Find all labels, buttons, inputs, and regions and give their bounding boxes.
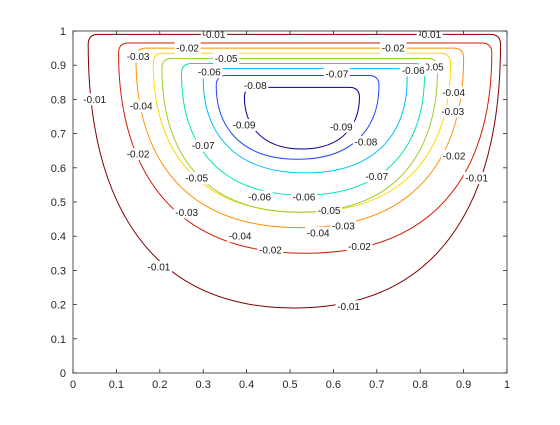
contour-label-bg <box>346 240 373 253</box>
axes-background <box>73 31 507 373</box>
x-tick-label: 0.7 <box>369 379 384 391</box>
contour-label: -0.01 <box>148 262 171 273</box>
contour-line-9 <box>243 86 360 150</box>
contour-label-bg <box>316 204 343 217</box>
contour-label: -0.02 <box>443 151 466 162</box>
contour-label-bg <box>230 119 257 132</box>
contour-label: -0.05 <box>421 62 444 73</box>
contour-label-bg <box>440 86 467 99</box>
contour-label: -0.07 <box>325 69 348 80</box>
contour-label: -0.04 <box>442 88 465 99</box>
y-tick-label: 0.7 <box>51 129 66 141</box>
contour-label: -0.08 <box>355 138 378 149</box>
contour-label-bg <box>145 260 172 273</box>
y-tick-label: 0.2 <box>51 300 66 312</box>
y-tick-label: 1 <box>60 26 66 38</box>
contour-label: -0.04 <box>229 232 252 243</box>
contour-label: -0.06 <box>402 66 425 77</box>
contour-label-bg <box>128 100 155 113</box>
y-tick-label: 0 <box>60 368 66 380</box>
contour-label: -0.01 <box>465 174 488 185</box>
contour-label-bg <box>190 139 217 152</box>
y-tick-label: 0.9 <box>51 60 66 72</box>
contour-label: -0.06 <box>292 192 315 203</box>
contour-label-bg <box>305 226 332 239</box>
x-tick-label: 0.8 <box>413 379 428 391</box>
x-tick-label: 0.4 <box>239 379 254 391</box>
contour-label: -0.04 <box>307 228 330 239</box>
contour-label-bg <box>183 172 210 185</box>
contour-label-bg <box>335 300 362 313</box>
contour-label-bg <box>246 190 273 203</box>
contour-label: -0.02 <box>176 44 199 55</box>
contour-label: -0.05 <box>215 54 238 65</box>
y-tick-label: 0.3 <box>51 265 66 277</box>
contour-label: -0.05 <box>185 174 208 185</box>
x-tick-label: 0.1 <box>109 379 124 391</box>
contour-label: -0.06 <box>198 68 221 79</box>
y-tick-label: 0.8 <box>51 94 66 106</box>
y-tick-label: 0.5 <box>51 197 66 209</box>
contour-label: -0.04 <box>130 102 153 113</box>
y-tick-label: 0.4 <box>51 231 66 243</box>
contour-label: -0.03 <box>441 107 464 118</box>
contour-label: -0.01 <box>418 30 441 41</box>
contour-label-bg <box>174 42 201 55</box>
contour-label-bg <box>441 149 468 162</box>
contour-label-bg <box>125 148 152 161</box>
contour-label: -0.02 <box>382 44 405 55</box>
contour-label-bg <box>363 170 390 183</box>
x-tick-label: 1 <box>504 379 510 391</box>
contour-label: -0.03 <box>175 208 198 219</box>
contour-label: -0.01 <box>83 95 106 106</box>
contour-label-bg <box>173 206 200 219</box>
x-tick-label: 0 <box>70 379 76 391</box>
contour-label-bg <box>213 52 240 65</box>
y-tick-label: 0.1 <box>51 334 66 346</box>
contour-label-bg <box>380 42 407 55</box>
contour-label-bg <box>196 66 223 79</box>
contour-label: -0.01 <box>203 30 226 41</box>
contour-label-bg <box>352 136 379 149</box>
contour-label-bg <box>257 243 284 256</box>
contour-label: -0.07 <box>365 172 388 183</box>
axes-frame <box>72 30 508 374</box>
x-tick-label: 0.3 <box>196 379 211 391</box>
x-tick-label: 0.9 <box>456 379 471 391</box>
contour-label-bg <box>81 93 108 106</box>
contour-label: -0.09 <box>330 122 353 133</box>
contour-label-bg <box>323 67 350 80</box>
contour-label-bg <box>227 230 254 243</box>
contour-label: -0.02 <box>348 242 371 253</box>
contour-label-bg <box>463 172 490 185</box>
contour-line-8 <box>215 74 380 160</box>
contour-label: -0.09 <box>233 121 256 132</box>
contour-label-bg <box>400 64 427 77</box>
y-tick-label: 0.6 <box>51 163 66 175</box>
x-tick-label: 0.6 <box>326 379 341 391</box>
contour-label: -0.01 <box>337 302 360 313</box>
contour-line-1 <box>87 33 501 309</box>
contour-label-bg <box>416 28 443 41</box>
contour-label: -0.02 <box>259 245 282 256</box>
contour-label-bg <box>330 219 357 232</box>
contour-label: -0.07 <box>192 141 215 152</box>
x-tick-label: 0.5 <box>282 379 297 391</box>
contour-label: -0.03 <box>332 221 355 232</box>
contour-label-bg <box>201 28 228 41</box>
contour-label: -0.03 <box>127 52 150 63</box>
contour-label: -0.02 <box>127 150 150 161</box>
contour-label: -0.08 <box>244 81 267 92</box>
contour-label-bg <box>242 79 269 92</box>
contour-label: -0.05 <box>318 206 341 217</box>
contour-label-bg <box>290 190 317 203</box>
contour-label: -0.06 <box>248 192 271 203</box>
x-tick-label: 0.2 <box>152 379 167 391</box>
contour-label-bg <box>439 105 466 118</box>
contour-label-bg <box>328 120 355 133</box>
contour-line-2 <box>118 42 493 254</box>
contour-label-bg <box>125 50 152 63</box>
